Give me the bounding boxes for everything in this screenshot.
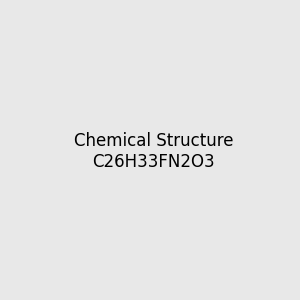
Text: Chemical Structure
C26H33FN2O3: Chemical Structure C26H33FN2O3: [74, 132, 233, 171]
